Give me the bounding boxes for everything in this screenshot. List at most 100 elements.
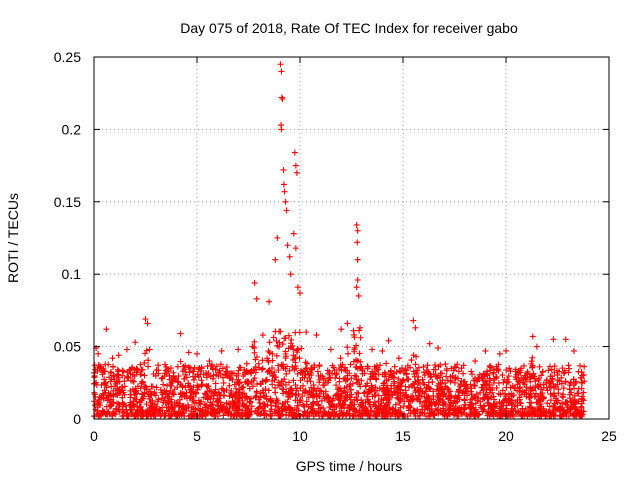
data-point <box>547 383 554 390</box>
data-point <box>120 368 127 375</box>
data-point <box>540 394 547 401</box>
data-point <box>213 410 220 417</box>
data-point <box>240 402 247 409</box>
data-point <box>385 400 392 407</box>
data-point <box>228 411 235 418</box>
data-point <box>94 404 101 411</box>
data-point <box>432 372 439 379</box>
data-point <box>265 348 272 355</box>
data-point <box>208 392 215 399</box>
data-point <box>359 367 366 374</box>
data-point <box>273 352 280 359</box>
data-point <box>204 383 211 390</box>
data-point <box>419 388 426 395</box>
data-point <box>480 377 487 384</box>
data-point <box>237 364 244 371</box>
data-point <box>168 396 175 403</box>
data-point <box>413 353 420 360</box>
data-point <box>389 410 396 417</box>
data-point <box>518 365 525 372</box>
data-point <box>455 368 462 375</box>
data-point <box>102 361 109 368</box>
data-point <box>214 402 221 409</box>
data-point-peak <box>297 290 303 297</box>
data-point <box>493 367 500 374</box>
data-point-peak <box>123 346 130 353</box>
data-point <box>283 389 290 396</box>
data-point <box>408 382 415 389</box>
data-point <box>487 405 494 412</box>
data-point <box>500 379 507 386</box>
data-point <box>344 372 351 379</box>
data-point <box>123 406 130 413</box>
data-point <box>421 381 428 388</box>
axis-ticks: 0 5 10 15 20 25 0 0.05 0.1 0.15 0.2 0.25 <box>54 49 617 444</box>
data-point <box>208 361 215 368</box>
data-point <box>342 377 349 384</box>
data-point <box>467 399 473 406</box>
data-point <box>556 378 563 385</box>
data-point <box>143 401 150 408</box>
chart-title: Day 075 of 2018, Rate Of TEC Index for r… <box>180 20 518 36</box>
data-point <box>450 367 457 374</box>
data-point <box>367 408 374 415</box>
data-point <box>105 397 112 404</box>
data-point <box>528 386 535 393</box>
data-point <box>391 363 398 370</box>
data-point <box>346 394 353 401</box>
data-point <box>272 403 279 410</box>
data-point <box>169 411 176 418</box>
data-point <box>455 375 462 382</box>
data-point <box>177 358 184 365</box>
data-point <box>113 378 120 385</box>
data-point <box>265 359 272 366</box>
data-point <box>517 400 524 407</box>
data-point <box>396 399 403 406</box>
data-point <box>390 406 397 413</box>
data-point <box>394 390 401 397</box>
data-point <box>320 390 327 397</box>
data-point-peak <box>451 363 458 370</box>
data-point-peak <box>338 326 345 333</box>
data-point <box>283 412 290 419</box>
data-point <box>498 400 505 407</box>
data-point <box>290 377 297 384</box>
data-point <box>145 363 152 370</box>
data-point <box>568 389 575 396</box>
data-point <box>544 387 551 394</box>
data-point-peak <box>272 256 279 263</box>
data-point <box>532 411 539 418</box>
data-point <box>325 409 332 416</box>
data-point-peak <box>385 337 392 344</box>
data-point <box>131 373 138 380</box>
data-point <box>257 390 264 397</box>
data-point <box>185 401 192 408</box>
data-point-peak <box>426 340 433 347</box>
data-point <box>459 389 466 396</box>
data-point <box>101 387 108 394</box>
data-point <box>502 396 509 403</box>
data-point <box>430 411 437 418</box>
data-point <box>521 381 528 388</box>
data-point <box>549 375 556 382</box>
data-point <box>538 413 545 420</box>
data-point <box>193 389 200 396</box>
data-point-peak <box>290 230 297 237</box>
data-point-peak <box>280 181 287 188</box>
data-point <box>185 364 192 371</box>
data-point <box>386 371 393 378</box>
data-point <box>401 392 408 399</box>
data-point-peak <box>294 284 301 291</box>
data-point-peak <box>281 188 288 195</box>
data-point <box>545 367 552 374</box>
data-point-peak <box>515 369 522 376</box>
data-point <box>115 406 122 413</box>
data-point <box>108 369 115 376</box>
data-point <box>326 397 333 404</box>
data-point <box>330 364 337 371</box>
data-point <box>539 369 546 376</box>
data-point <box>272 384 279 391</box>
data-point-peak <box>163 363 170 370</box>
data-point <box>372 375 379 382</box>
data-point <box>516 379 523 386</box>
